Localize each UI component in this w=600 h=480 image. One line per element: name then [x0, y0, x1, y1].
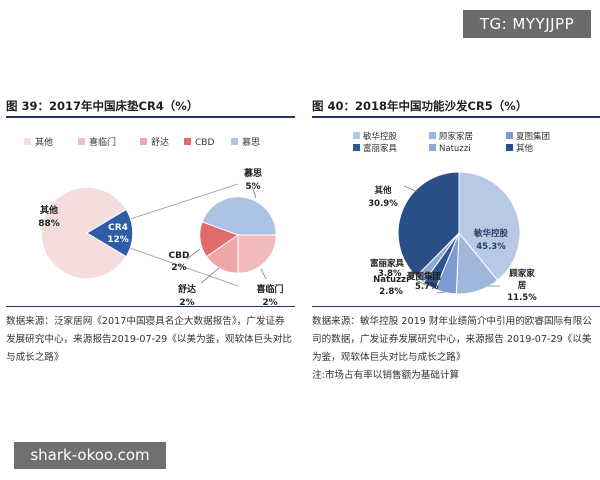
leader-xiatu: [436, 291, 446, 294]
figure-40-title: 图 40：2018年中国功能沙发CR5（%）: [312, 99, 528, 113]
label-kuka-name-line1: 顾家家: [509, 268, 535, 279]
legend-swatch-fuli: [353, 144, 360, 151]
label-minhua-name: 敏华控股: [473, 228, 509, 239]
pie-slice-other: [40, 186, 127, 280]
label-other-name: 其他: [374, 185, 392, 196]
figure-39-top-rule: [6, 116, 295, 118]
figure-40-svg: 敏华控股 顾家家居 夏图集团 富丽家具 Natuzzi 其他: [353, 131, 550, 303]
figure-40-note: 注:市场占有率以销售额为基础计算: [312, 370, 460, 381]
legend-swatch-other: [506, 144, 513, 151]
label-natuzzi-value: 2.8%: [379, 287, 403, 297]
legend-swatch-cbd: [184, 138, 191, 145]
figure-39-svg: 其他 喜临门 舒达 CBD 慕思: [24, 136, 284, 306]
label-fuli-value: 3.8%: [378, 269, 402, 279]
label-cbd-value: 2%: [171, 263, 186, 273]
label-cr4-name: CR4: [108, 223, 128, 233]
top-right-tag: TG: MYYJJPP: [463, 10, 591, 38]
label-xilinmen-name: 喜临门: [256, 283, 283, 295]
figure-40-chart: 敏华控股 顾家家居 夏图集团 富丽家具 Natuzzi 其他: [312, 118, 600, 306]
label-natuzzi-name: Natuzzi: [373, 275, 409, 285]
label-other-value: 30.9%: [368, 199, 398, 209]
legend-label-other: 其他: [35, 136, 53, 148]
legend-swatch-shuda: [140, 138, 147, 145]
pie-slice-cr4: [86, 208, 134, 258]
figure-40-source: 数据来源：敏华控股 2019 财年业绩简介中引用的欧睿国际有限公司的数据，广发证…: [312, 316, 592, 363]
label-musi-value: 5%: [245, 182, 260, 192]
figure-40-legend: 敏华控股 顾家家居 夏图集团 富丽家具 Natuzzi 其他: [353, 131, 550, 154]
figure-40-panel: 图 40：2018年中国功能沙发CR5（%） 敏华控股 顾家家居 夏图集团 富丽…: [312, 98, 600, 385]
leader-fuli: [415, 279, 429, 287]
label-minhua-value: 45.3%: [476, 242, 506, 252]
pie-slice-other: [397, 171, 460, 278]
leader-natuzzi: [410, 270, 420, 278]
label-cbd-name: CBD: [169, 251, 190, 261]
figure-39-panel: 图 39：2017年中国床垫CR4（%） 其他 喜临门 舒达 CBD 慕思: [6, 98, 295, 367]
figure-39-title: 图 39：2017年中国床垫CR4（%）: [6, 99, 199, 113]
label-xiatu-value: 5.7%: [415, 282, 439, 292]
legend-label-xilinmen: 喜临门: [89, 136, 116, 148]
leader-cbd: [186, 248, 201, 260]
figure-40-top-rule: [312, 116, 600, 118]
label-fuli-name: 富丽家具: [370, 259, 405, 269]
label-other-value: 88%: [38, 219, 60, 229]
label-other-name: 其他: [40, 204, 58, 216]
legend-swatch-kuka: [429, 132, 436, 139]
legend-label-cbd: CBD: [195, 138, 214, 148]
figure-40-bottom-rule: [312, 306, 600, 307]
label-cr4-value: 12%: [107, 235, 129, 245]
label-xiatu-name: 夏图集团: [407, 272, 442, 282]
label-musi-name: 慕思: [243, 167, 262, 179]
leader-other: [403, 185, 419, 193]
legend-label-minhua: 敏华控股: [363, 131, 398, 142]
figure-39-legend: 其他 喜临门 舒达 CBD 慕思: [24, 136, 260, 148]
legend-swatch-xiatu: [506, 132, 513, 139]
label-kuka-value: 11.5%: [507, 293, 537, 303]
label-kuka-name-line2: 居: [517, 281, 527, 291]
figure-39-source: 数据来源：泛家居网《2017中国寝具名企大数据报告》，广发证券发展研究中心，来源…: [6, 316, 293, 363]
legend-swatch-musi: [231, 138, 238, 145]
site-watermark: shark-okoo.com: [14, 442, 166, 469]
legend-swatch-natuzzi: [429, 144, 436, 151]
legend-swatch-minhua: [353, 132, 360, 139]
label-shuda-name: 舒达: [178, 283, 196, 295]
legend-label-other: 其他: [516, 143, 534, 154]
legend-label-musi: 慕思: [242, 136, 260, 148]
legend-label-kuka: 顾家家居: [439, 131, 473, 142]
legend-label-xiatu: 夏图集团: [516, 131, 550, 142]
legend-label-shuda: 舒达: [151, 136, 169, 148]
figure-39-chart: 其他 喜临门 舒达 CBD 慕思: [6, 118, 295, 306]
leader-shuda: [200, 267, 220, 284]
legend-swatch-other: [24, 138, 31, 145]
pie-slice-xilinmen: [237, 234, 277, 274]
label-xilinmen-value: 2%: [262, 298, 277, 306]
leader-xilinmen: [260, 268, 267, 280]
figure-39-bottom-rule: [6, 306, 295, 307]
leader-musi: [251, 185, 257, 199]
label-shuda-value: 2%: [179, 298, 194, 306]
legend-swatch-xilinmen: [78, 138, 85, 145]
legend-label-natuzzi: Natuzzi: [439, 144, 471, 154]
legend-label-fuli: 富丽家具: [363, 143, 398, 154]
pie-slice-minhua: [458, 171, 521, 281]
pie-slice-musi: [201, 196, 277, 236]
